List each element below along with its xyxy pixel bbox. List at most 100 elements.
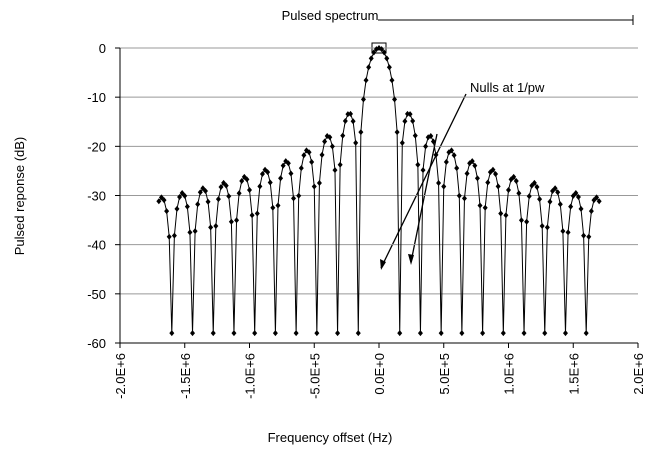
x-tick-label: -5.0E+5 <box>307 353 322 399</box>
data-point <box>161 197 167 204</box>
data-point <box>474 175 480 182</box>
data-point <box>490 166 496 173</box>
data-point <box>210 330 216 337</box>
data-point <box>164 208 170 215</box>
data-point <box>407 111 413 118</box>
data-point <box>513 178 519 185</box>
data-point <box>392 96 398 103</box>
data-point <box>239 178 245 185</box>
data-point <box>555 189 561 196</box>
x-tick-label: 1.5E+6 <box>566 353 581 395</box>
data-point <box>368 55 374 62</box>
data-point <box>319 151 325 158</box>
data-point <box>379 46 385 53</box>
data-point <box>234 217 240 224</box>
x-tick-label: -2.0E+6 <box>113 353 128 399</box>
data-point <box>301 152 307 159</box>
annotation-arrow <box>410 133 438 263</box>
y-tick-label: -50 <box>87 287 106 302</box>
data-point <box>521 330 527 337</box>
data-point <box>539 223 545 230</box>
data-point <box>314 330 320 337</box>
data-point <box>195 201 201 208</box>
y-tick-label: -30 <box>87 189 106 204</box>
x-tick-label: 1.0E+6 <box>502 353 517 395</box>
data-point <box>252 330 258 337</box>
data-point <box>278 175 284 182</box>
x-tick-label: 5.0E+5 <box>437 353 452 395</box>
data-point <box>316 179 322 186</box>
data-point <box>516 190 522 197</box>
data-point <box>208 224 214 231</box>
data-point <box>443 159 449 166</box>
data-point <box>265 169 271 176</box>
data-point <box>394 129 400 136</box>
data-point <box>275 202 281 209</box>
data-point <box>174 205 180 212</box>
data-point <box>348 110 354 117</box>
data-point <box>306 149 312 156</box>
data-point <box>433 151 439 158</box>
x-tick-label: -1.5E+6 <box>178 353 193 399</box>
y-axis-label: Pulsed reponse (dB) <box>12 137 27 256</box>
data-point <box>557 201 563 208</box>
data-point <box>197 189 203 196</box>
data-point <box>498 210 504 217</box>
data-point <box>575 193 581 200</box>
data-point <box>202 188 208 195</box>
data-point <box>156 198 162 205</box>
data-point <box>412 132 418 139</box>
data-point <box>187 229 193 236</box>
annotation: Nulls at 1/pw <box>470 80 545 95</box>
data-point <box>503 212 509 219</box>
data-point <box>291 195 297 202</box>
data-point <box>565 229 571 236</box>
data-point <box>428 133 434 140</box>
data-point <box>511 173 517 180</box>
data-point <box>480 330 486 337</box>
data-point <box>438 330 444 337</box>
data-point <box>506 186 511 193</box>
data-point <box>213 223 219 230</box>
data-point <box>215 196 221 203</box>
data-point <box>454 165 460 172</box>
y-tick-label: -40 <box>87 238 106 253</box>
data-point <box>594 194 600 201</box>
data-point <box>397 330 403 337</box>
data-point <box>236 190 242 197</box>
data-point <box>524 218 530 225</box>
data-point <box>469 158 475 165</box>
data-point <box>381 49 387 56</box>
data-point <box>340 132 346 139</box>
data-point <box>285 160 291 167</box>
data-point <box>192 228 198 235</box>
data-point <box>360 96 366 103</box>
data-point <box>518 217 524 224</box>
data-point <box>288 170 294 177</box>
data-point <box>526 193 532 200</box>
data-point <box>560 228 566 235</box>
data-point <box>249 212 255 219</box>
data-point <box>547 198 553 205</box>
data-point <box>177 193 183 200</box>
data-point <box>342 118 348 125</box>
data-point <box>586 233 592 240</box>
data-point <box>267 179 273 186</box>
data-point <box>423 143 429 150</box>
y-tick-label: 0 <box>99 41 106 56</box>
data-point <box>472 162 478 169</box>
data-point <box>296 192 302 199</box>
data-point <box>254 210 260 217</box>
data-point <box>329 143 335 150</box>
data-point <box>223 182 229 189</box>
data-point <box>441 183 447 190</box>
data-point <box>534 184 540 191</box>
data-point <box>166 233 172 240</box>
data-point <box>456 192 462 199</box>
data-point <box>430 138 436 145</box>
data-point <box>332 167 338 174</box>
data-point <box>384 55 390 62</box>
data-point <box>451 152 457 159</box>
x-axis-label: Frequency offset (Hz) <box>268 430 393 445</box>
